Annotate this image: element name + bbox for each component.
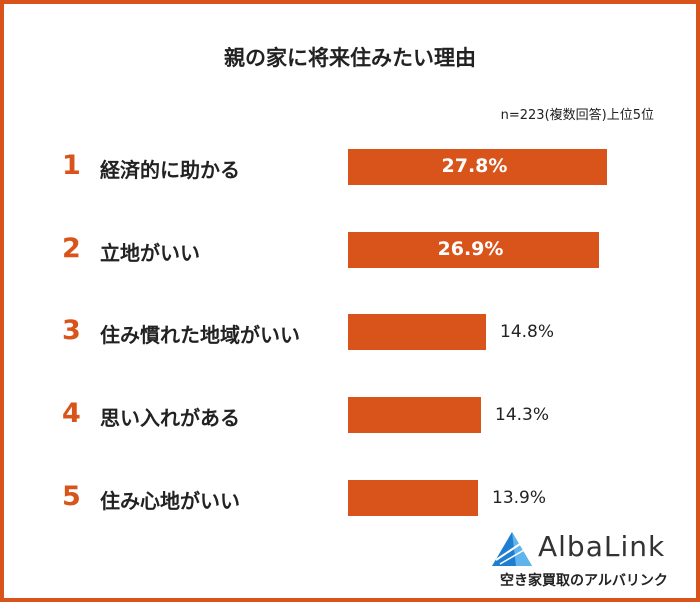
value-label: 14.3%	[495, 405, 550, 425]
rank-number: 1	[62, 150, 81, 181]
logo-tagline: 空き家買取のアルバリンク	[500, 573, 668, 589]
albalink-logo: AlbaLink 空き家買取のアルバリンク	[490, 530, 680, 590]
bar	[348, 480, 478, 516]
logo-name: AlbaLink	[538, 530, 666, 563]
category-label: 経済的に助かる	[100, 158, 240, 182]
logo-triangle-icon	[492, 532, 532, 566]
value-label: 27.8%	[441, 155, 508, 177]
sample-note: n=223(複数回答)上位5位	[500, 108, 654, 123]
category-label: 住み心地がいい	[100, 489, 240, 513]
category-label: 思い入れがある	[100, 406, 240, 430]
bar	[348, 397, 481, 433]
value-label: 13.9%	[492, 488, 547, 508]
rank-number: 5	[62, 481, 81, 512]
rank-number: 4	[62, 398, 81, 429]
value-label: 14.8%	[500, 322, 555, 342]
rank-number: 2	[62, 233, 81, 264]
bar	[348, 149, 607, 185]
chart-title: 親の家に将来住みたい理由	[224, 46, 476, 70]
category-label: 住み慣れた地域がいい	[100, 323, 300, 347]
value-label: 26.9%	[437, 238, 504, 260]
category-label: 立地がいい	[100, 241, 200, 265]
rank-number: 3	[62, 315, 81, 346]
bar	[348, 314, 486, 350]
bar	[348, 232, 599, 268]
